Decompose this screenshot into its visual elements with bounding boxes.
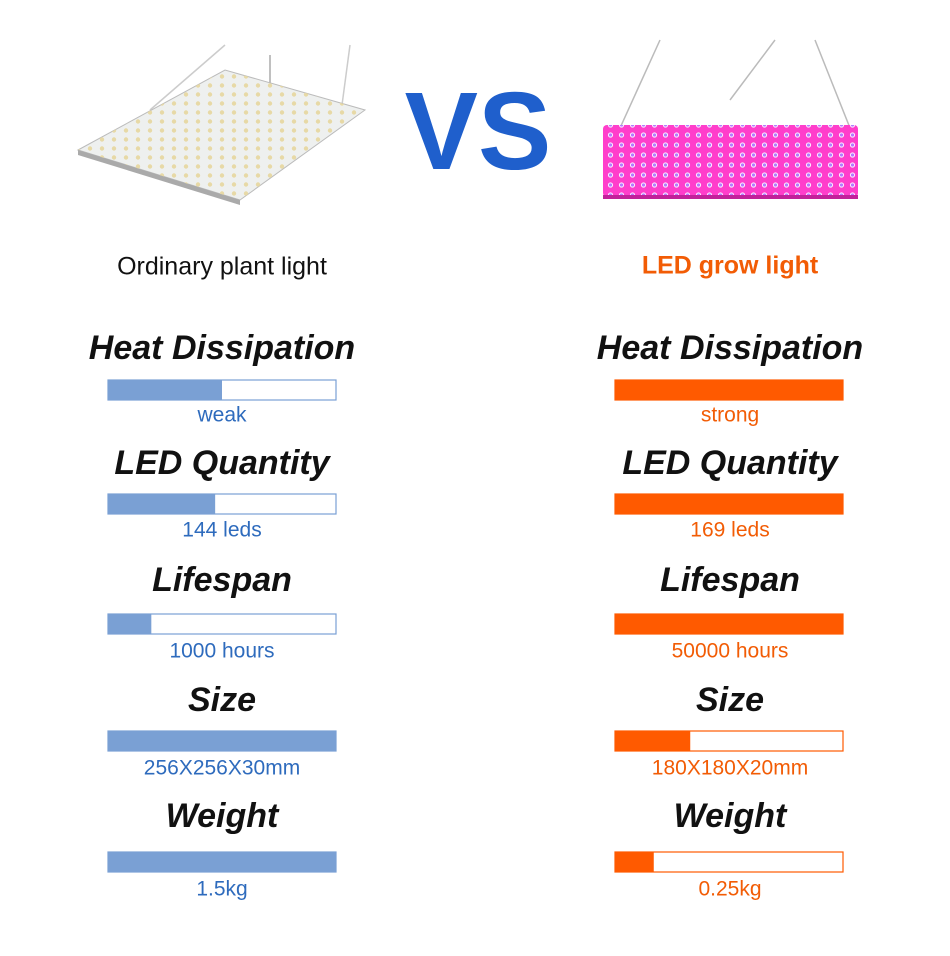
metric-label: Size <box>696 681 764 719</box>
bar-fill <box>108 494 216 514</box>
metric-label: Heat Dissipation <box>89 329 355 367</box>
metric-value: 0.25kg <box>698 878 761 901</box>
bar-fill <box>108 852 336 872</box>
metric-value: 180X180X20mm <box>652 757 808 780</box>
metric-label: Weight <box>166 797 280 835</box>
metric-value: strong <box>701 404 759 427</box>
metric-label: Size <box>188 681 256 719</box>
metric-label: Lifespan <box>152 561 292 599</box>
ordinary-light-image <box>76 44 367 205</box>
bar-fill <box>108 731 336 751</box>
left-title: Ordinary plant light <box>117 253 327 281</box>
bar-fill <box>615 494 843 514</box>
metric-value: 169 leds <box>690 519 769 542</box>
grow-light-image <box>603 39 858 199</box>
bar-fill <box>615 380 843 400</box>
bar-fill <box>615 731 691 751</box>
bar-fill <box>108 614 152 634</box>
metric-value: 1000 hours <box>169 640 274 663</box>
metric-label: Weight <box>674 797 788 835</box>
vs: VS <box>405 70 552 193</box>
metric-value: 144 leds <box>182 519 261 542</box>
right-title: LED grow light <box>642 252 819 280</box>
metric-label: Heat Dissipation <box>597 329 863 367</box>
metric-label: LED Quantity <box>114 444 331 482</box>
metric-value: 50000 hours <box>672 640 789 663</box>
metric-label: LED Quantity <box>622 444 839 482</box>
metric-label: Lifespan <box>660 561 800 599</box>
metric-value: weak <box>196 404 247 427</box>
bar-fill <box>108 380 222 400</box>
metric-value: 256X256X30mm <box>144 757 300 780</box>
bar-fill <box>615 614 843 634</box>
bar-fill <box>615 852 654 872</box>
metric-value: 1.5kg <box>196 878 247 901</box>
